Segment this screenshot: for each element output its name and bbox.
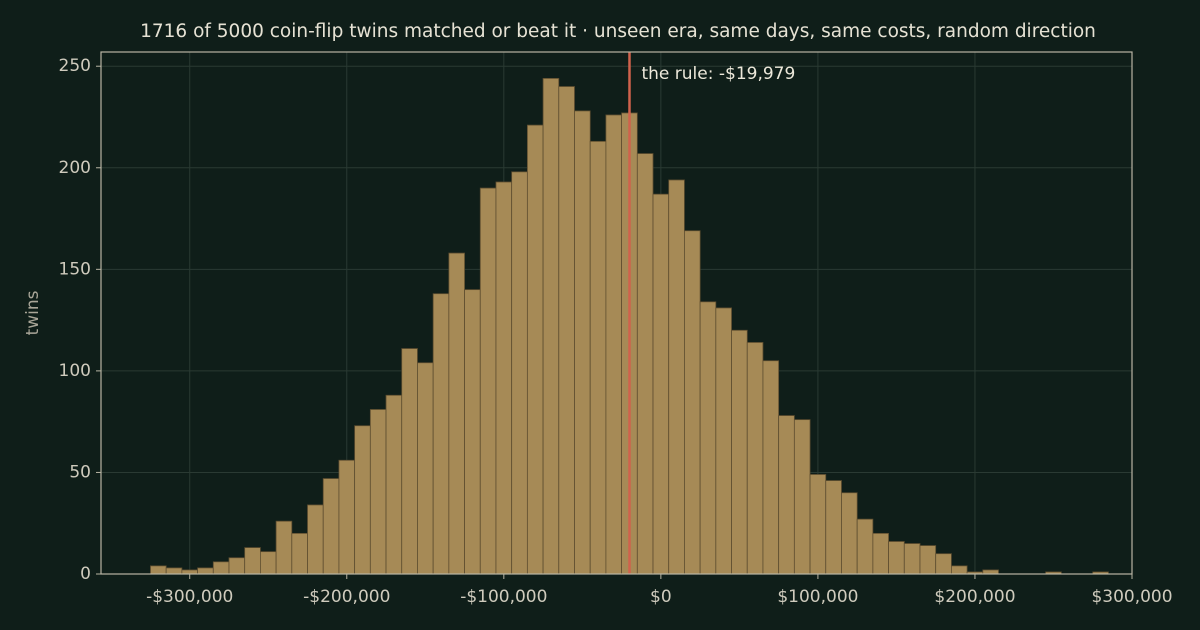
bar <box>825 480 842 575</box>
bar <box>212 561 230 575</box>
bar <box>982 569 999 575</box>
bar <box>495 181 513 575</box>
bar <box>511 171 528 575</box>
bar <box>778 415 795 575</box>
bar <box>260 551 277 575</box>
bar <box>401 348 418 575</box>
x-tick-label: $200,000 <box>934 587 1015 607</box>
x-tick-label: $100,000 <box>777 587 858 607</box>
bar <box>432 293 450 575</box>
bar <box>872 532 889 575</box>
bar <box>950 565 968 575</box>
bar <box>605 114 623 575</box>
bar <box>558 86 575 575</box>
bar <box>684 230 701 575</box>
marker-label: the rule: -$19,979 <box>641 64 795 84</box>
bar <box>793 419 811 575</box>
bar <box>417 362 434 575</box>
bar <box>150 565 167 575</box>
bar <box>668 179 685 575</box>
bar <box>165 567 183 575</box>
x-tick-label: -$100,000 <box>460 587 547 607</box>
bar <box>307 504 324 575</box>
bar <box>464 289 481 575</box>
bar <box>244 547 261 575</box>
y-tick-label: 200 <box>59 158 91 178</box>
bar <box>731 329 748 575</box>
plot-frame <box>100 51 1133 575</box>
bar <box>228 557 246 575</box>
bar <box>919 545 937 575</box>
bar <box>589 140 607 575</box>
bar <box>699 301 717 575</box>
x-tick-label: -$200,000 <box>303 587 390 607</box>
bar <box>197 567 214 575</box>
bar <box>809 474 827 575</box>
x-tick-label: $0 <box>650 587 672 607</box>
y-tick-label: 100 <box>59 361 91 381</box>
bar <box>448 252 465 575</box>
bar <box>354 425 371 575</box>
bar <box>275 520 293 575</box>
bar <box>903 543 921 575</box>
bar <box>636 153 654 575</box>
y-tick-label: 0 <box>80 564 91 584</box>
bar <box>322 478 340 575</box>
bar <box>715 307 732 575</box>
bar <box>746 342 764 575</box>
bar <box>291 532 308 575</box>
bar <box>574 110 591 575</box>
bar <box>762 360 780 575</box>
bar <box>935 553 952 575</box>
x-tick-label: -$300,000 <box>146 587 233 607</box>
bar <box>181 569 198 575</box>
x-tick-label: $300,000 <box>1091 587 1172 607</box>
chart-title: 1716 of 5000 coin-flip twins matched or … <box>140 21 1096 42</box>
bar <box>888 541 905 575</box>
bar <box>479 187 497 575</box>
y-tick-label: 50 <box>69 462 91 482</box>
y-axis-label: twins <box>23 290 43 335</box>
y-tick-label: 150 <box>59 259 91 279</box>
bar <box>526 124 544 575</box>
bar <box>841 492 858 575</box>
bar <box>338 459 356 575</box>
bar <box>542 78 560 575</box>
bar <box>369 409 387 575</box>
y-tick-label: 250 <box>59 56 91 76</box>
bar <box>652 193 670 575</box>
bar <box>856 518 874 575</box>
bar <box>385 394 403 575</box>
